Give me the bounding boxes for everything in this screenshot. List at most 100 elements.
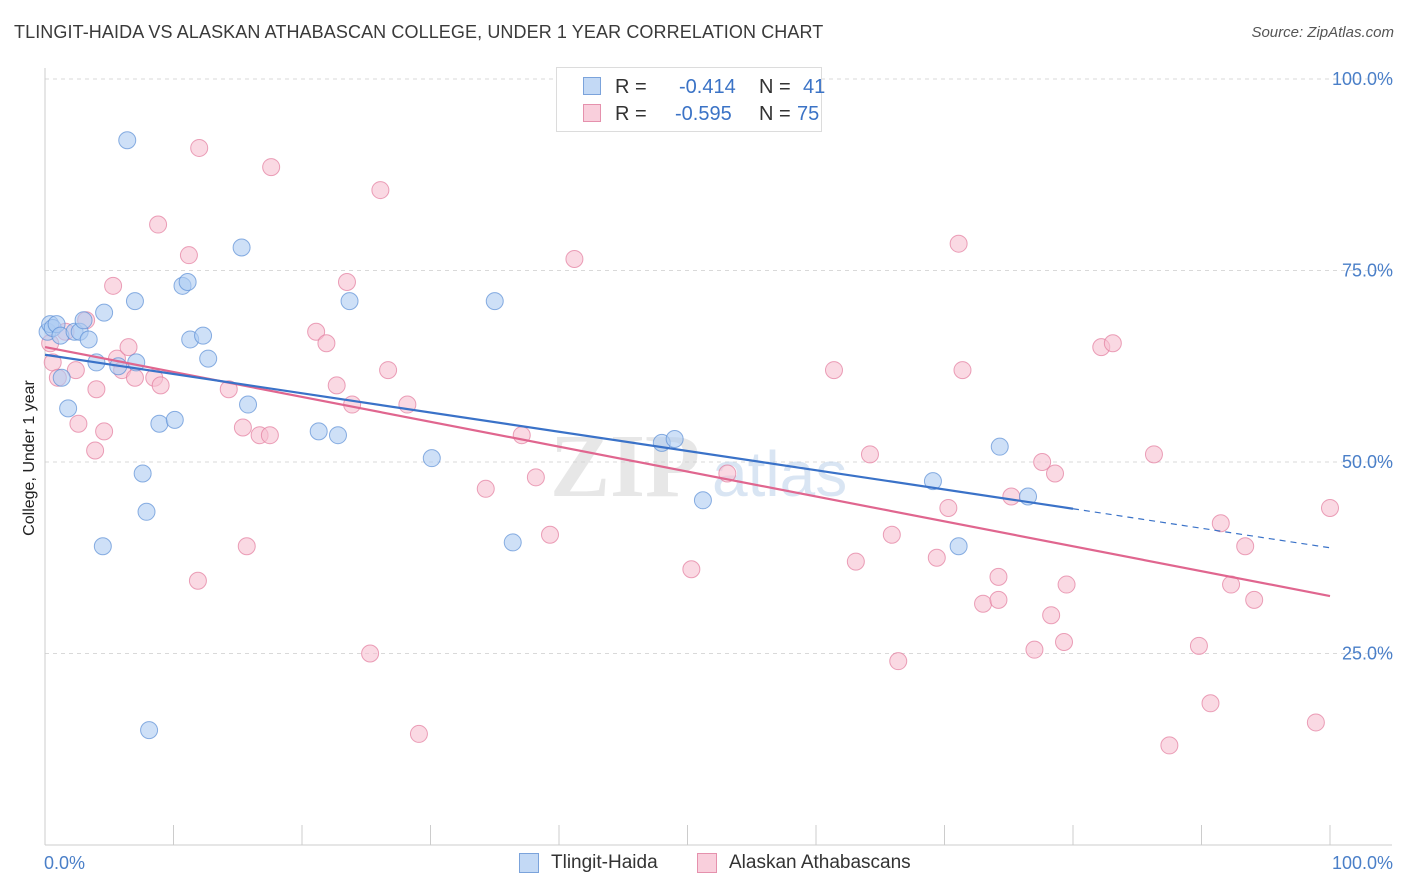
y-tick-label: 50.0% — [1342, 452, 1393, 472]
legend-n-label: N = — [759, 103, 791, 125]
point-alaskan-athabascans — [233, 418, 252, 437]
point-alaskan-athabascans — [860, 445, 879, 464]
point-tlingit-haida — [503, 533, 522, 552]
point-alaskan-athabascans — [1306, 713, 1325, 732]
legend-swatch-pink — [583, 104, 601, 122]
legend-n-value: 41 — [803, 76, 826, 98]
point-alaskan-athabascans — [939, 498, 958, 517]
point-alaskan-athabascans — [476, 479, 495, 498]
point-alaskan-athabascans — [260, 426, 279, 445]
point-alaskan-athabascans — [86, 441, 105, 460]
point-tlingit-haida — [485, 292, 504, 311]
point-alaskan-athabascans — [149, 215, 168, 234]
point-alaskan-athabascans — [565, 250, 584, 269]
point-alaskan-athabascans — [1046, 464, 1065, 483]
point-alaskan-athabascans — [824, 361, 843, 380]
point-tlingit-haida — [239, 395, 258, 414]
point-alaskan-athabascans — [327, 376, 346, 395]
point-alaskan-athabascans — [949, 234, 968, 253]
point-alaskan-athabascans — [179, 246, 198, 265]
point-tlingit-haida — [693, 491, 712, 510]
x-tick-label: 100.0% — [1332, 853, 1393, 873]
point-alaskan-athabascans — [541, 525, 560, 544]
point-tlingit-haida — [990, 437, 1009, 456]
point-tlingit-haida — [52, 368, 71, 387]
legend-n-label: N = — [759, 76, 791, 98]
point-alaskan-athabascans — [1042, 606, 1061, 625]
point-tlingit-haida — [74, 311, 93, 330]
point-tlingit-haida — [59, 399, 78, 418]
point-tlingit-haida — [137, 502, 156, 521]
correlation-legend: R = -0.414 N = 41 R = -0.595 N = 75 — [556, 67, 826, 132]
point-tlingit-haida — [118, 131, 137, 150]
point-alaskan-athabascans — [1201, 694, 1220, 713]
point-alaskan-athabascans — [371, 181, 390, 200]
point-alaskan-athabascans — [1033, 453, 1052, 471]
axes — [44, 68, 1392, 846]
point-tlingit-haida — [125, 292, 144, 311]
point-tlingit-haida — [165, 410, 184, 429]
point-alaskan-athabascans — [1160, 736, 1179, 755]
point-tlingit-haida — [665, 430, 684, 449]
point-tlingit-haida — [422, 449, 441, 468]
legend-swatch-blue — [583, 77, 601, 95]
point-tlingit-haida — [79, 330, 98, 349]
legend-r-label: R = — [615, 76, 647, 98]
point-alaskan-athabascans — [262, 158, 281, 177]
point-tlingit-haida — [194, 326, 213, 345]
point-tlingit-haida — [95, 303, 114, 322]
legend-r-label: R = — [615, 103, 647, 125]
chart-title: TLINGIT-HAIDA VS ALASKAN ATHABASCAN COLL… — [14, 22, 824, 42]
point-tlingit-haida — [328, 426, 347, 445]
point-alaskan-athabascans — [188, 571, 207, 590]
legend-n-value: 75 — [797, 103, 820, 125]
point-alaskan-athabascans — [361, 644, 380, 663]
point-tlingit-haida — [340, 292, 359, 311]
y-tick-label: 100.0% — [1332, 69, 1393, 89]
series-points — [38, 131, 1339, 755]
trend-line-tlingit-haida-extension — [1072, 508, 1331, 549]
point-alaskan-athabascans — [974, 594, 993, 613]
legend-r-value: -0.595 — [675, 103, 732, 125]
bottom-legend-swatch-pink — [697, 853, 717, 873]
trend-lines — [44, 346, 1331, 598]
point-alaskan-athabascans — [882, 525, 901, 544]
point-alaskan-athabascans — [69, 414, 88, 433]
point-tlingit-haida — [923, 472, 942, 491]
point-alaskan-athabascans — [237, 537, 256, 556]
point-alaskan-athabascans — [95, 422, 114, 441]
point-tlingit-haida — [140, 721, 159, 740]
y-tick-label: 25.0% — [1342, 644, 1393, 664]
point-alaskan-athabascans — [87, 380, 106, 399]
source-credit: Source: ZipAtlas.com — [1251, 24, 1394, 41]
point-alaskan-athabascans — [927, 548, 946, 567]
x-tick-label: 0.0% — [44, 853, 85, 873]
point-alaskan-athabascans — [1002, 487, 1021, 506]
bottom-legend-label: Tlingit-Haida — [551, 852, 658, 873]
point-alaskan-athabascans — [889, 652, 908, 671]
bottom-legend-swatch-blue — [519, 853, 539, 873]
point-tlingit-haida — [232, 238, 251, 257]
point-alaskan-athabascans — [125, 368, 144, 387]
point-alaskan-athabascans — [1211, 514, 1230, 533]
point-alaskan-athabascans — [1245, 590, 1264, 609]
point-alaskan-athabascans — [1025, 640, 1044, 659]
point-alaskan-athabascans — [104, 276, 123, 295]
point-alaskan-athabascans — [989, 567, 1008, 586]
bottom-legend-label: Alaskan Athabascans — [729, 852, 911, 873]
point-tlingit-haida — [309, 422, 328, 441]
point-alaskan-athabascans — [1236, 537, 1255, 556]
gridlines — [45, 78, 1392, 654]
point-alaskan-athabascans — [219, 380, 238, 399]
point-alaskan-athabascans — [379, 361, 398, 380]
legend-r-value: -0.414 — [679, 76, 736, 98]
point-alaskan-athabascans — [190, 138, 209, 157]
point-alaskan-athabascans — [1321, 498, 1339, 517]
point-alaskan-athabascans — [1144, 445, 1163, 464]
point-tlingit-haida — [949, 537, 968, 556]
point-alaskan-athabascans — [151, 376, 170, 395]
trend-line-tlingit-haida — [44, 353, 1074, 510]
point-tlingit-haida — [93, 537, 112, 556]
point-alaskan-athabascans — [307, 322, 326, 341]
